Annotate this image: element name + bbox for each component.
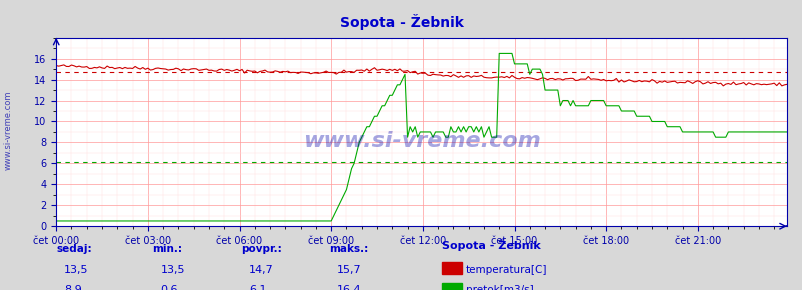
Text: www.si-vreme.com: www.si-vreme.com — [4, 91, 13, 170]
Text: temperatura[C]: temperatura[C] — [465, 265, 546, 275]
Text: www.si-vreme.com: www.si-vreme.com — [302, 131, 540, 151]
Text: 16,4: 16,4 — [337, 285, 362, 290]
Text: 8,9: 8,9 — [64, 285, 82, 290]
Text: Sopota - Žebnik: Sopota - Žebnik — [441, 240, 540, 251]
Text: sedaj:: sedaj: — [56, 244, 91, 254]
Text: povpr.:: povpr.: — [241, 244, 282, 254]
Text: pretok[m3/s]: pretok[m3/s] — [465, 285, 533, 290]
Text: 13,5: 13,5 — [160, 264, 185, 275]
Text: 0,6: 0,6 — [160, 285, 178, 290]
Text: 15,7: 15,7 — [337, 264, 362, 275]
Text: 14,7: 14,7 — [249, 264, 273, 275]
Text: Sopota - Žebnik: Sopota - Žebnik — [339, 14, 463, 30]
Text: 13,5: 13,5 — [64, 264, 89, 275]
Text: 6,1: 6,1 — [249, 285, 266, 290]
Text: min.:: min.: — [152, 244, 182, 254]
Text: maks.:: maks.: — [329, 244, 368, 254]
